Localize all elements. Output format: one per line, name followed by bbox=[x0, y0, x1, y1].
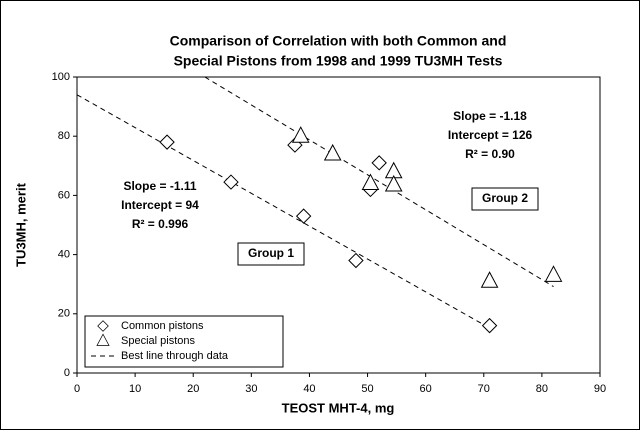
legend-label: Best line through data bbox=[121, 350, 229, 362]
x-axis-label: TEOST MHT-4, mg bbox=[282, 400, 395, 415]
diamond-marker bbox=[348, 252, 364, 269]
triangle-marker bbox=[96, 333, 110, 346]
y-tick-label: 80 bbox=[58, 130, 70, 142]
triangle-marker bbox=[361, 173, 380, 191]
diamond-marker bbox=[287, 137, 303, 153]
x-tick-label: 70 bbox=[478, 383, 490, 395]
x-tick-label: 80 bbox=[536, 383, 548, 395]
triangle-marker bbox=[544, 265, 563, 282]
diamond-marker bbox=[223, 174, 239, 190]
x-tick-label: 50 bbox=[361, 383, 373, 395]
x-tick-label: 90 bbox=[594, 383, 606, 395]
legend-label: Special pistons bbox=[121, 335, 195, 347]
triangle-marker bbox=[480, 271, 499, 288]
annotation: R² = 0.996 bbox=[132, 217, 189, 231]
y-tick-label: 0 bbox=[64, 367, 70, 379]
triangle-marker bbox=[291, 126, 310, 143]
annotation: R² = 0.90 bbox=[465, 147, 515, 161]
x-tick-label: 10 bbox=[129, 383, 141, 395]
x-tick-label: 30 bbox=[245, 383, 257, 395]
x-tick-label: 60 bbox=[420, 383, 432, 395]
y-tick-label: 60 bbox=[58, 189, 70, 201]
y-tick-label: 20 bbox=[58, 308, 70, 320]
y-tick-label: 40 bbox=[58, 249, 70, 261]
diamond-marker bbox=[481, 317, 498, 334]
annotation: Group 1 bbox=[248, 246, 294, 260]
diamond-marker bbox=[159, 134, 175, 150]
triangle-marker bbox=[384, 174, 403, 192]
diamond-marker bbox=[97, 320, 109, 332]
fit-line bbox=[76, 76, 554, 329]
plot-area bbox=[76, 76, 601, 374]
y-axis-label: TU3MH, merit bbox=[13, 182, 28, 266]
annotation: Slope = -1.18 bbox=[453, 109, 527, 123]
diamond-marker bbox=[371, 155, 387, 171]
chart-title: Special Pistons from 1998 and 1999 TU3MH… bbox=[174, 53, 503, 69]
triangle-marker bbox=[323, 143, 342, 161]
y-tick-label: 100 bbox=[52, 71, 70, 83]
group-box bbox=[237, 242, 305, 266]
legend-box bbox=[84, 315, 284, 368]
annotation: Intercept = 126 bbox=[448, 128, 533, 142]
annotation: Group 2 bbox=[482, 191, 528, 205]
annotation: Intercept = 94 bbox=[121, 198, 199, 212]
group-box bbox=[471, 187, 539, 211]
x-tick-label: 0 bbox=[74, 383, 80, 395]
x-tick-label: 20 bbox=[187, 383, 199, 395]
legend-label: Common pistons bbox=[121, 320, 204, 332]
chart-title: Comparison of Correlation with both Comm… bbox=[170, 33, 507, 49]
annotation: Slope = -1.11 bbox=[123, 179, 196, 193]
diamond-marker bbox=[295, 208, 312, 224]
x-tick-label: 40 bbox=[303, 383, 315, 395]
